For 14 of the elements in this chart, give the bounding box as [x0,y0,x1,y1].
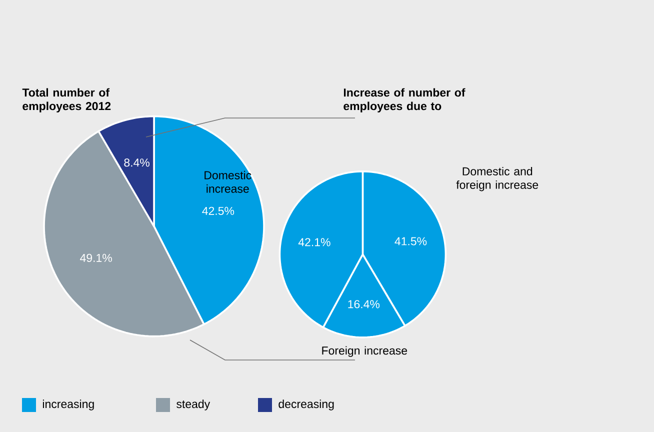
data-label: 49.1% [80,254,112,262]
legend-label: decreasing [278,400,334,410]
chart-title: Increase of number of employees due to [344,88,466,112]
slice-label: Domestic and foreign increase [456,166,538,192]
data-label: 41.5% [394,237,427,246]
chart-title: Total number of employees 2012 [22,88,111,112]
data-label: 42.5% [202,206,234,215]
data-label: 8.4% [124,158,150,167]
slice-label: Domestic increase [204,170,252,193]
slice-label: Foreign increase [322,346,408,357]
legend-label: increasing [42,400,94,410]
data-label: 16.4% [348,300,380,308]
legend-label: steady [176,400,210,410]
data-label: 42.1% [298,238,330,246]
